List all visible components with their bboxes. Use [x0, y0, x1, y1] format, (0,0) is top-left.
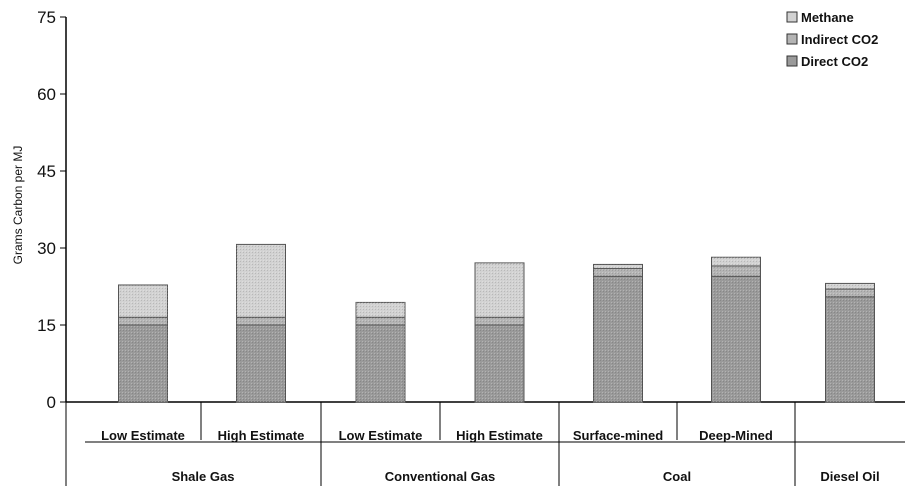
- bar-segment-texture: [475, 262, 524, 318]
- bar-segment-texture: [825, 289, 875, 297]
- axes: 0 15 30 45 60 75: [37, 8, 905, 412]
- y-tick-label: 75: [37, 8, 56, 27]
- y-tick-label: 60: [37, 85, 56, 104]
- y-axis-title: Grams Carbon per MJ: [11, 146, 25, 265]
- bar-segment-texture: [711, 276, 761, 402]
- x-category-label: Low Estimate: [339, 428, 423, 443]
- x-category-label: High Estimate: [456, 428, 543, 443]
- y-tick-label: 30: [37, 239, 56, 258]
- x-group-label-coal: Coal: [663, 469, 691, 484]
- bar-segment-texture: [475, 317, 524, 325]
- x-group-label-diesel-oil: Diesel Oil: [820, 469, 879, 484]
- bar-segment-texture: [356, 325, 405, 402]
- y-tick-label: 0: [47, 393, 56, 412]
- bar-segment-texture: [236, 317, 286, 325]
- legend-swatch-direct-co2: [786, 55, 798, 67]
- bar-segment-texture: [593, 276, 643, 402]
- bar-segment-texture: [236, 244, 286, 318]
- x-category-label: Deep-Mined: [699, 428, 773, 443]
- legend-label-direct-co2: Direct CO2: [801, 54, 868, 69]
- bar-segment-texture: [475, 325, 524, 402]
- legend: Methane Indirect CO2 Direct CO2: [786, 10, 878, 69]
- bar-segment-texture: [711, 257, 761, 266]
- bar-segment-texture: [825, 296, 875, 402]
- bar-segment-texture: [118, 325, 168, 402]
- x-group-label-shale-gas: Shale Gas: [172, 469, 235, 484]
- bar-segment-texture: [236, 325, 286, 402]
- legend-swatch-indirect-co2: [786, 33, 798, 45]
- bar-segment-texture: [825, 283, 875, 290]
- x-group-label-conventional-gas: Conventional Gas: [385, 469, 496, 484]
- x-category-label: High Estimate: [218, 428, 305, 443]
- bar-segment-texture: [118, 284, 168, 318]
- bar-segment-texture: [593, 268, 643, 277]
- bar-segment-texture: [118, 317, 168, 325]
- x-category-label: Surface-mined: [573, 428, 663, 443]
- legend-swatch-methane: [786, 11, 798, 23]
- bar-segment-texture: [593, 264, 643, 269]
- legend-label-methane: Methane: [801, 10, 854, 25]
- bars: [118, 243, 875, 403]
- bar-segment-texture: [356, 302, 405, 318]
- x-category-label: Low Estimate: [101, 428, 185, 443]
- legend-label-indirect-co2: Indirect CO2: [801, 32, 878, 47]
- y-tick-label: 15: [37, 316, 56, 335]
- bar-segment-texture: [711, 265, 761, 277]
- bar-segment-texture: [356, 317, 405, 325]
- x-axis-labels: Low Estimate High Estimate Low Estimate Hig…: [65, 402, 905, 486]
- y-tick-label: 45: [37, 162, 56, 181]
